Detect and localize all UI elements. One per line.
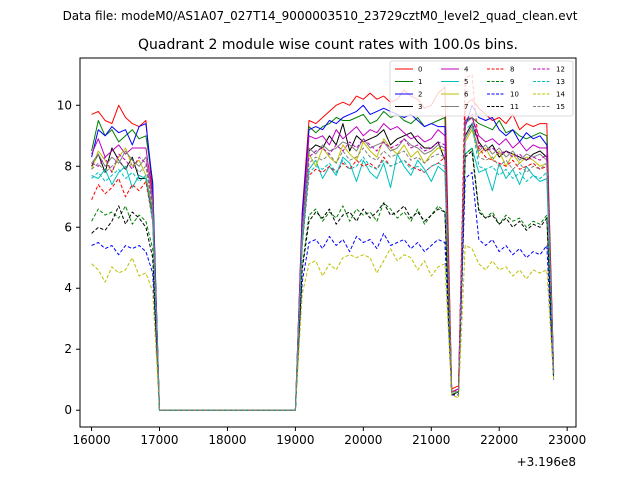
legend-label: 11 — [510, 103, 519, 111]
x-tick-label: 16000 — [72, 433, 110, 447]
y-tick-label: 2 — [64, 342, 72, 356]
legend-frame — [389, 60, 574, 117]
x-tick-label: 18000 — [208, 433, 246, 447]
legend-label: 15 — [556, 103, 565, 111]
x-tick-label: 20000 — [344, 433, 382, 447]
y-tick-label: 0 — [64, 403, 72, 417]
legend-label: 4 — [464, 66, 469, 74]
y-tick-label: 6 — [64, 220, 72, 234]
plot-frame — [79, 57, 577, 428]
legend-label: 14 — [556, 91, 565, 99]
x-tick-label: 17000 — [140, 433, 178, 447]
y-axis: 0 2 4 6 8 10 — [57, 98, 80, 417]
legend-label: 1 — [418, 78, 422, 86]
x-tick-label: 22000 — [480, 433, 518, 447]
legend-label: 8 — [510, 66, 514, 74]
x-offset-label: +3.196e8 — [517, 455, 576, 469]
x-tick-label: 19000 — [276, 433, 314, 447]
y-tick-label: 10 — [57, 98, 72, 112]
legend-label: 10 — [510, 91, 519, 99]
legend-label: 12 — [556, 66, 565, 74]
legend-label: 0 — [418, 66, 422, 74]
y-tick-label: 8 — [64, 159, 72, 173]
legend-label: 2 — [418, 91, 422, 99]
series-layer — [91, 74, 555, 411]
series-line-13 — [91, 123, 555, 411]
chart-title: Quadrant 2 module wise count rates with … — [138, 37, 518, 53]
x-tick-label: 21000 — [412, 433, 450, 447]
legend-label: 6 — [464, 91, 469, 99]
series-line-15 — [91, 117, 555, 411]
legend-label: 5 — [464, 78, 468, 86]
legend-label: 9 — [510, 78, 514, 86]
x-tick-label: 23000 — [548, 433, 586, 447]
y-tick-label: 4 — [64, 281, 72, 295]
legend-label: 3 — [418, 103, 422, 111]
figure-suptitle: Data file: modeM0/AS1A07_027T14_90000035… — [63, 9, 578, 23]
x-axis: 16000 17000 18000 19000 20000 21000 22000 23000 — [72, 427, 586, 447]
legend-label: 7 — [464, 103, 468, 111]
legend-label: 13 — [556, 78, 565, 86]
